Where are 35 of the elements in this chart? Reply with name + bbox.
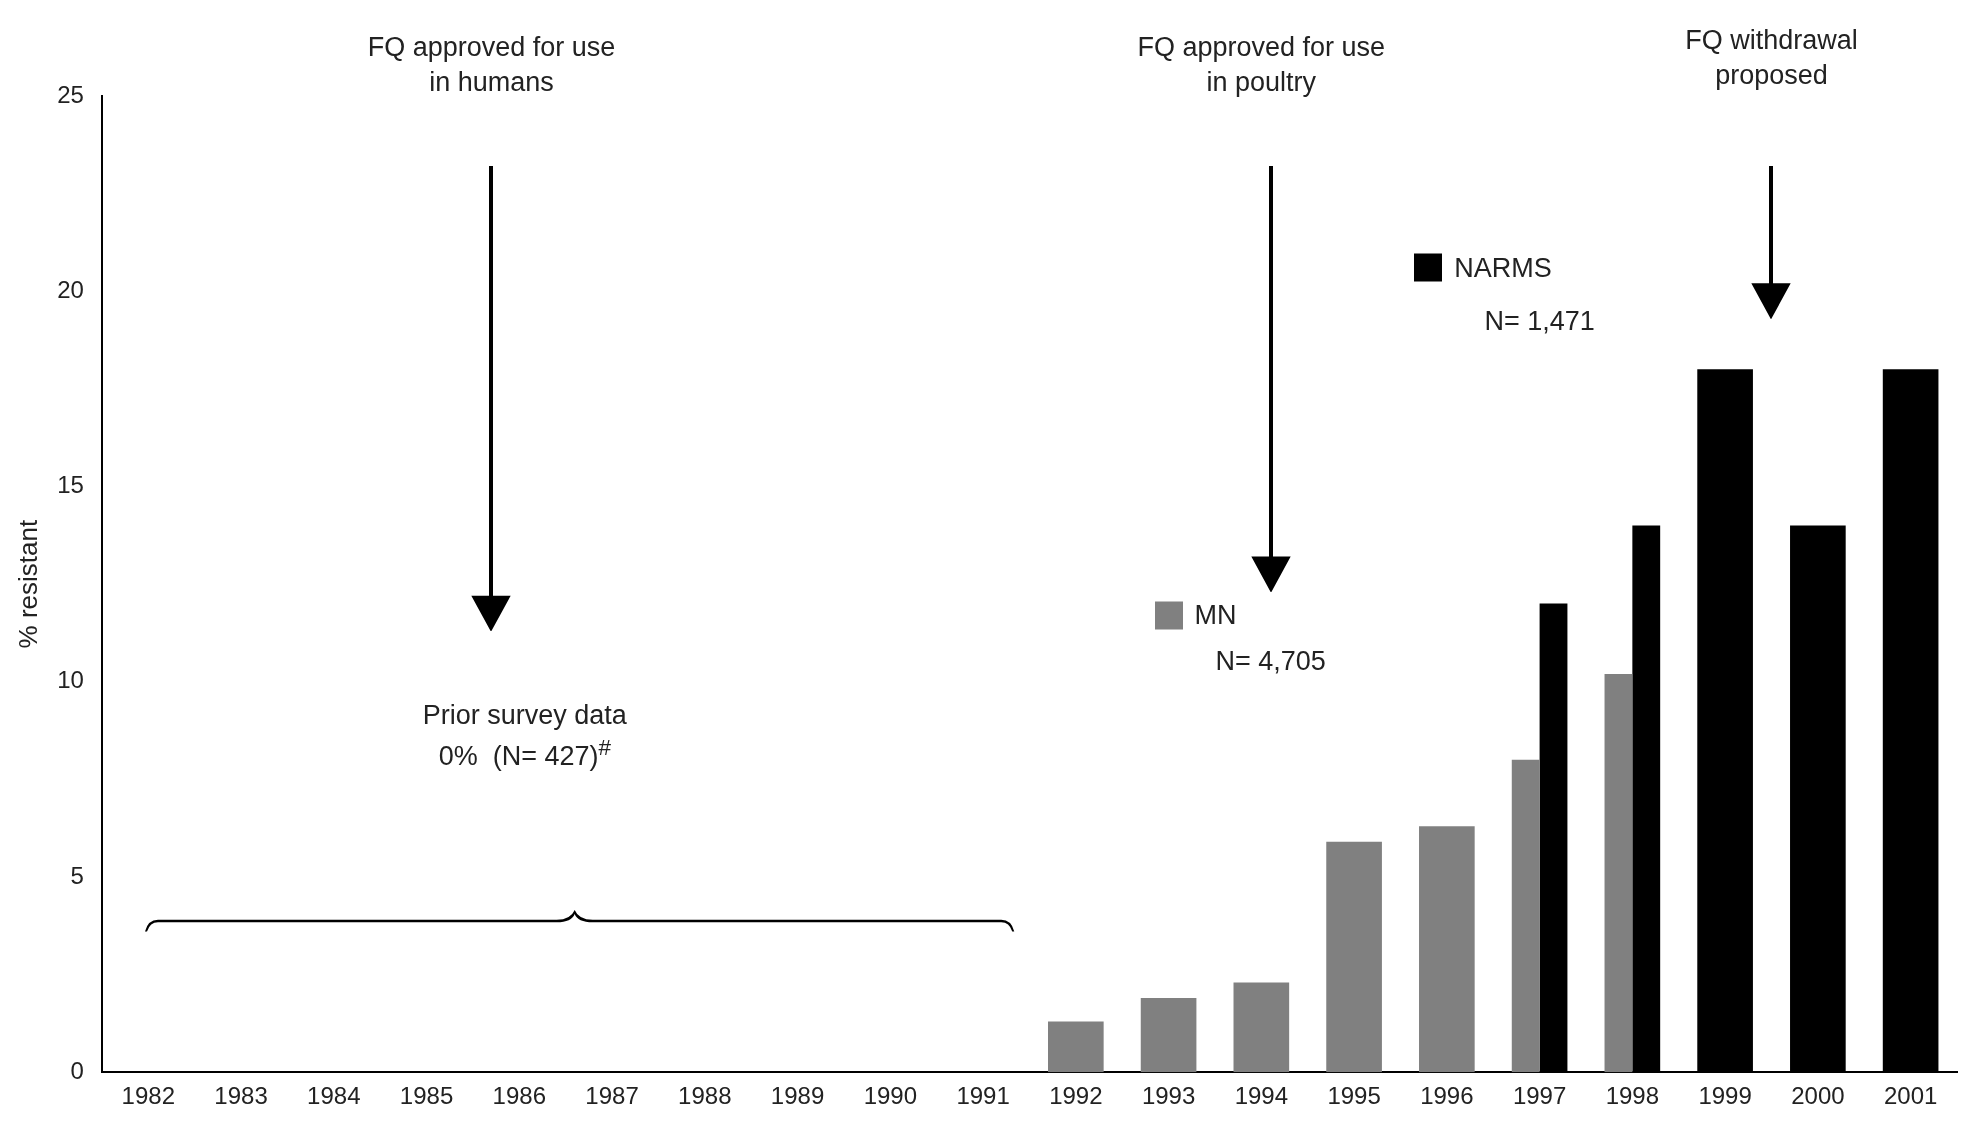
x-tick-label: 2001 xyxy=(1883,1082,1938,1110)
x-tick-label: 1999 xyxy=(1698,1082,1752,1110)
annotation: FQ approved for use in poultry xyxy=(1137,30,1386,99)
x-tick-label: 1994 xyxy=(1234,1082,1289,1110)
annotation: N= 1,471 xyxy=(1484,305,1595,339)
x-tick-label: 1997 xyxy=(1512,1082,1567,1110)
text: FQ withdrawal proposed xyxy=(1685,23,1858,92)
y-tick-label: 0 xyxy=(70,1056,84,1084)
x-tick-label: 1992 xyxy=(1049,1082,1103,1110)
annotation: Prior survey data 0% (N= 427)$^{#}$ xyxy=(422,699,627,774)
x-tick-label: 1998 xyxy=(1605,1082,1660,1110)
x-tick-label: 1990 xyxy=(863,1082,918,1110)
x-tick-label: 1985 xyxy=(399,1082,454,1110)
x-tick-label: 1993 xyxy=(1141,1082,1196,1110)
y-tick-label: 10 xyxy=(57,666,84,694)
y-tick-label: 5 xyxy=(70,861,84,889)
x-tick-label: 1995 xyxy=(1327,1082,1381,1110)
x-tick-label: 1982 xyxy=(121,1082,175,1110)
x-tick-label: 1986 xyxy=(492,1082,546,1110)
annotation: N= 4,705 xyxy=(1215,645,1326,679)
annotation: FQ approved for use in humans xyxy=(367,30,616,99)
x-tick-label: 1989 xyxy=(770,1082,825,1110)
legend-label: MN xyxy=(1194,599,1237,631)
y-tick-label: 25 xyxy=(57,80,84,108)
x-tick-label: 1996 xyxy=(1420,1082,1474,1110)
x-tick-label: 1987 xyxy=(585,1082,639,1110)
legend-label: NARMS xyxy=(1454,252,1552,284)
x-tick-label: 1988 xyxy=(678,1082,732,1110)
x-tick-label: 1983 xyxy=(214,1082,268,1110)
y-tick-label: 20 xyxy=(57,275,84,303)
x-tick-label: 1991 xyxy=(956,1082,1010,1110)
x-tick-label: 2000 xyxy=(1791,1082,1845,1110)
y-tick-label: 15 xyxy=(57,471,84,499)
y-axis-title: % resistant xyxy=(12,519,43,649)
x-tick-label: 1984 xyxy=(307,1082,361,1110)
